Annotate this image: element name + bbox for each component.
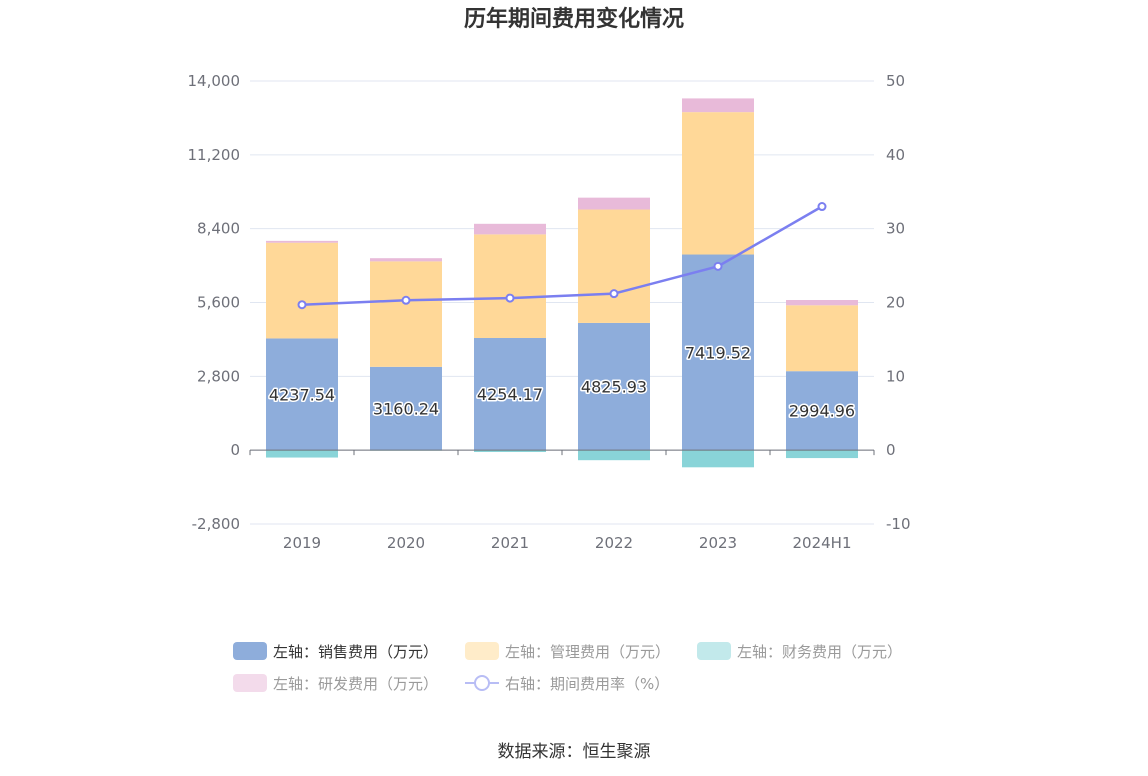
bar-labels: 4237.54 3160.24 4254.17 4825.93 7419.52 2994.… — [267, 342, 856, 422]
x-axis: 2019 2020 2021 2022 2023 2024H1 — [283, 534, 852, 552]
x-tick-label: 2024H1 — [793, 534, 852, 552]
rate-line — [297, 202, 827, 310]
left-tick-label: 11,200 — [188, 146, 241, 164]
rate-point — [401, 295, 411, 305]
x-tick-label: 2020 — [387, 534, 425, 552]
bar-segment — [266, 242, 338, 339]
x-tick-label: 2022 — [595, 534, 633, 552]
right-tick-label: 10 — [886, 367, 905, 385]
chart-title: 历年期间费用变化情况 — [464, 6, 684, 32]
bar-segment — [682, 98, 754, 113]
bar-segment — [266, 338, 338, 451]
zero-axis — [249, 449, 875, 456]
left-tick-label: 0 — [230, 441, 240, 459]
bar-segment — [474, 450, 546, 453]
left-tick-label: 2,800 — [197, 367, 240, 385]
bar-segment — [370, 366, 442, 451]
data-source: 数据来源：恒生聚源 — [498, 742, 651, 762]
bar-segment — [682, 254, 754, 451]
bar-segment — [266, 450, 338, 458]
legend-swatch-icon — [697, 642, 731, 660]
bars — [266, 98, 858, 468]
left-axis: 14,000 11,200 8,400 5,600 2,800 0 -2,800 — [188, 72, 241, 533]
left-tick-label: -2,800 — [192, 515, 240, 533]
bar-value-label: 2994.96 — [789, 402, 855, 421]
bar-segment — [578, 450, 650, 461]
legend-label: 左轴：管理费用（万元） — [505, 643, 670, 661]
rate-point — [609, 289, 619, 299]
legend-label: 左轴：研发费用（万元） — [273, 675, 438, 693]
bar-segment — [370, 258, 442, 262]
legend-swatch-icon — [233, 642, 267, 660]
bar-segment — [474, 234, 546, 338]
legend-item[interactable]: 左轴：管理费用（万元） — [465, 642, 670, 661]
legend-swatch-icon — [465, 642, 499, 660]
right-tick-label: 0 — [886, 441, 896, 459]
right-tick-label: 20 — [886, 294, 905, 312]
bar-segment — [682, 450, 754, 468]
rate-line-path — [301, 205, 823, 306]
legend-label: 右轴：期间费用率（%） — [505, 675, 669, 693]
legend-label: 左轴：财务费用（万元） — [737, 643, 902, 661]
rate-point — [817, 202, 827, 212]
legend-marker-icon — [474, 675, 490, 691]
bar-segment — [786, 450, 858, 459]
bar-segment — [578, 322, 650, 451]
legend[interactable]: 左轴：销售费用（万元） 左轴：管理费用（万元） 左轴：财务费用（万元） 左轴：研发费用… — [233, 642, 902, 693]
rate-point — [713, 261, 723, 271]
bar-segment — [266, 240, 338, 243]
legend-item[interactable]: 左轴：销售费用（万元） — [233, 642, 438, 661]
legend-label: 左轴：销售费用（万元） — [273, 643, 438, 661]
rate-point — [297, 300, 307, 310]
bar-segment — [682, 112, 754, 255]
legend-swatch-icon — [233, 674, 267, 692]
bar-segment — [786, 299, 858, 306]
legend-item[interactable]: 左轴：财务费用（万元） — [697, 642, 902, 661]
bar-value-label: 4825.93 — [581, 378, 647, 397]
bar-segment — [786, 371, 858, 451]
bar-value-label: 4254.17 — [477, 385, 543, 404]
left-tick-label: 14,000 — [188, 72, 241, 90]
bar-value-label: 7419.52 — [685, 343, 751, 362]
x-tick-label: 2023 — [699, 534, 737, 552]
right-tick-label: -10 — [886, 515, 911, 533]
bar-value-label: 4237.54 — [269, 385, 335, 404]
right-tick-label: 40 — [886, 146, 905, 164]
bar-value-label: 3160.24 — [373, 400, 439, 419]
legend-item[interactable]: 左轴：研发费用（万元） — [233, 674, 438, 693]
left-tick-label: 5,600 — [197, 294, 240, 312]
bar-segment — [578, 197, 650, 210]
right-tick-label: 30 — [886, 220, 905, 238]
bar-segment — [786, 305, 858, 372]
x-tick-label: 2019 — [283, 534, 321, 552]
bar-segment — [370, 261, 442, 367]
bar-segment — [578, 209, 650, 323]
bar-segment — [474, 223, 546, 235]
rate-point — [505, 293, 515, 303]
left-tick-label: 8,400 — [197, 220, 240, 238]
x-tick-label: 2021 — [491, 534, 529, 552]
bar-segment — [474, 337, 546, 451]
right-tick-label: 50 — [886, 72, 905, 90]
legend-item[interactable]: 右轴：期间费用率（%） — [465, 675, 669, 693]
right-axis: 50 40 30 20 10 0 -10 — [886, 72, 911, 533]
